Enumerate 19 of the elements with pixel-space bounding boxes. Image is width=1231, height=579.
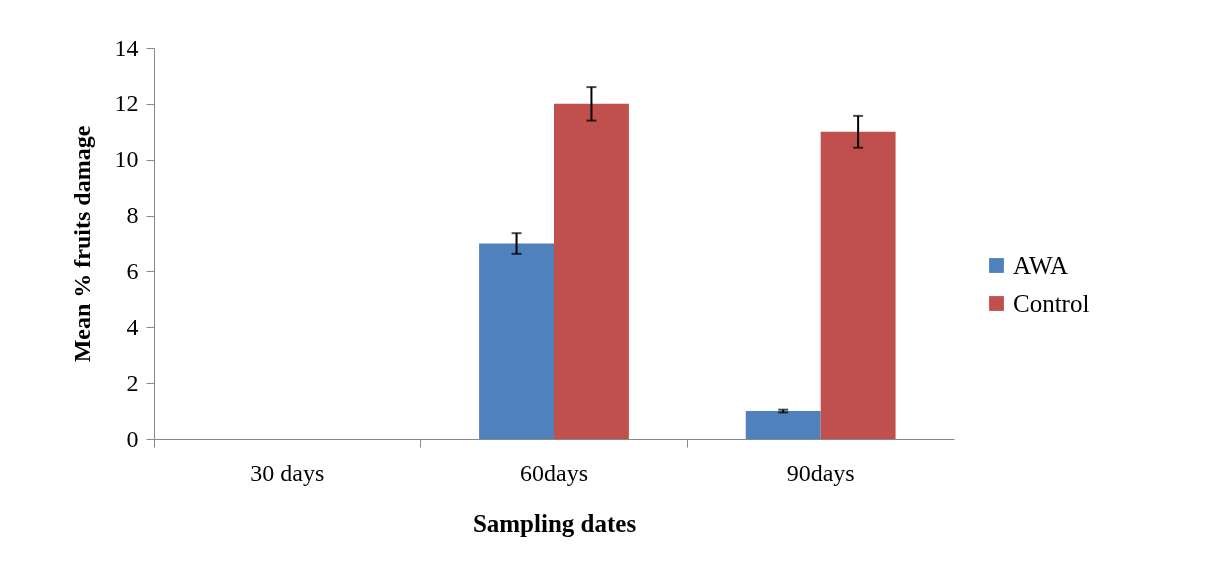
y-tick-label: 8 [126,202,139,229]
legend-label: AWA [1013,251,1068,279]
y-tick-label: 2 [126,369,139,396]
x-tick-label: 90days [786,459,855,486]
y-tick-label: 6 [126,257,139,284]
y-tick-label: 12 [114,90,139,117]
y-tick-label: 4 [126,313,139,340]
y-tick-label: 0 [126,425,139,452]
y-tick-label: 10 [114,146,139,173]
x-tick-label: 60days [520,459,588,486]
x-tick-label: 30 days [250,459,325,486]
bar [479,243,554,439]
bar [554,103,629,439]
x-axis-title: Sampling dates [472,509,637,537]
y-axis-title: Mean % fruits damage [68,125,95,363]
legend-label: Control [1013,289,1090,317]
bar [745,411,821,439]
y-tick-label: 14 [114,34,139,61]
bar [820,131,896,439]
